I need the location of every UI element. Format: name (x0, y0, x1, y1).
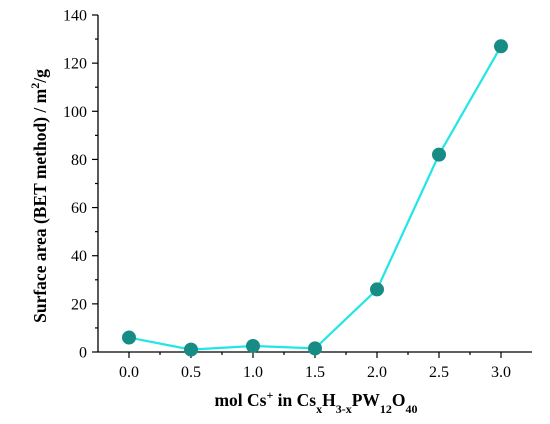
y-tick-label: 140 (63, 8, 87, 25)
data-point (308, 341, 322, 356)
y-tick-label: 80 (71, 152, 87, 169)
y-ticks: 0 20 40 60 80 100 120 140 (63, 8, 98, 362)
y-tick-label: 100 (63, 104, 87, 121)
x-ticks: 0.0 0.5 1.0 1.5 2.0 2.5 3.0 (119, 352, 511, 381)
x-tick-label: 0.0 (119, 364, 139, 381)
y-tick-label: 0 (79, 345, 87, 362)
x-tick-label: 3.0 (491, 364, 511, 381)
x-tick-label: 2.0 (367, 364, 387, 381)
data-point (184, 342, 198, 357)
data-point (494, 39, 508, 54)
x-axis-title: mol Cs+ in CsxH3-xPW12O40 (214, 388, 417, 416)
x-tick-label: 1.5 (305, 364, 325, 381)
y-tick-label: 40 (71, 248, 87, 265)
x-tick-label: 0.5 (181, 364, 201, 381)
data-point (246, 338, 260, 353)
data-point (432, 147, 446, 162)
axes (97, 15, 532, 353)
y-tick-label: 120 (63, 56, 87, 73)
data-point (122, 330, 136, 345)
data-point (370, 282, 384, 297)
y-axis-title: Surface area (BET method) / m2/g (28, 69, 50, 323)
y-tick-label: 20 (71, 296, 87, 313)
plot-area (122, 39, 508, 357)
series-line (128, 45, 502, 351)
x-tick-label: 1.0 (243, 364, 263, 381)
y-tick-label: 60 (71, 200, 87, 217)
x-tick-label: 2.5 (429, 364, 449, 381)
